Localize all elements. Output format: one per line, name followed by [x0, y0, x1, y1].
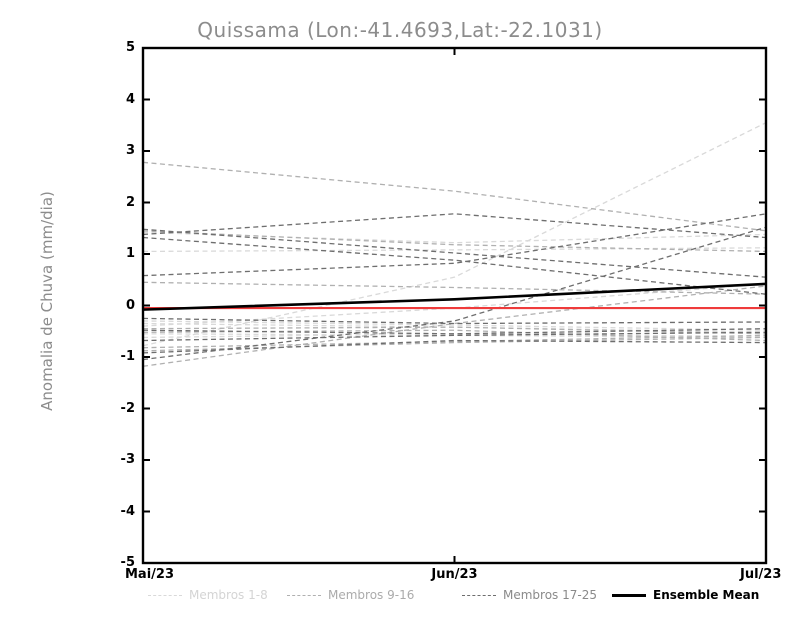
series-line	[143, 122, 766, 347]
series-line	[143, 285, 766, 367]
series-line	[143, 333, 766, 339]
y-tick-label: 4	[125, 91, 135, 107]
legend-item[interactable]: Ensemble Mean	[612, 586, 759, 604]
y-tick-label: 5	[125, 40, 135, 55]
legend-item[interactable]: Membros 1-8	[148, 586, 268, 604]
x-tick-label: Jun/23	[431, 567, 478, 582]
series-line	[143, 228, 766, 278]
y-tick-label: 1	[125, 246, 135, 261]
ensemble-mean-line	[143, 282, 766, 311]
series-line	[143, 230, 766, 253]
y-tick-label: 0	[125, 297, 135, 313]
y-tick-label: 2	[125, 194, 135, 210]
y-tick-label: 3	[125, 143, 135, 158]
legend-swatch-icon	[612, 593, 646, 597]
series-line	[143, 247, 766, 253]
series-line	[143, 339, 766, 354]
x-tick-label: Jul/23	[740, 567, 782, 582]
legend-item[interactable]: Membros 9-16	[287, 586, 414, 604]
series-line	[143, 331, 766, 342]
legend-label: Membros 9-16	[328, 588, 415, 602]
series-line	[143, 283, 766, 327]
y-tick-label: -1	[120, 349, 135, 364]
y-tick-label: -5	[120, 555, 135, 570]
y-axis-label: Anomalia de Chuva (mm/dia)	[38, 191, 56, 411]
legend-swatch-icon	[287, 594, 321, 596]
legend-item[interactable]: Membros 17-25	[462, 586, 597, 604]
series-line	[143, 320, 766, 331]
chart-legend: Membros 1-8 Membros 9-16 Membros 17-25 Ense…	[0, 586, 800, 606]
y-tick-label: -2	[120, 400, 135, 416]
series-line	[143, 336, 766, 352]
series-line	[143, 226, 766, 361]
series-line	[143, 317, 766, 325]
series-line	[143, 326, 766, 335]
series-group	[143, 122, 766, 367]
y-tick-label: -4	[120, 503, 135, 519]
legend-label: Membros 1-8	[189, 588, 268, 602]
legend-label: Ensemble Mean	[653, 588, 760, 602]
x-tick-label: Mai/23	[125, 567, 175, 582]
series-line	[143, 213, 766, 239]
series-line	[143, 213, 766, 277]
series-line	[143, 161, 766, 232]
series-line	[143, 236, 766, 295]
chart-title: Quissama (Lon:-41.4693,Lat:-22.1031)	[197, 18, 603, 42]
y-tick-label: -3	[120, 452, 135, 467]
series-line	[143, 281, 766, 295]
series-line	[143, 328, 766, 335]
legend-label: Membros 17-25	[503, 588, 597, 602]
legend-swatch-icon	[462, 594, 496, 596]
legend-swatch-icon	[148, 594, 182, 596]
series-line	[143, 231, 766, 244]
